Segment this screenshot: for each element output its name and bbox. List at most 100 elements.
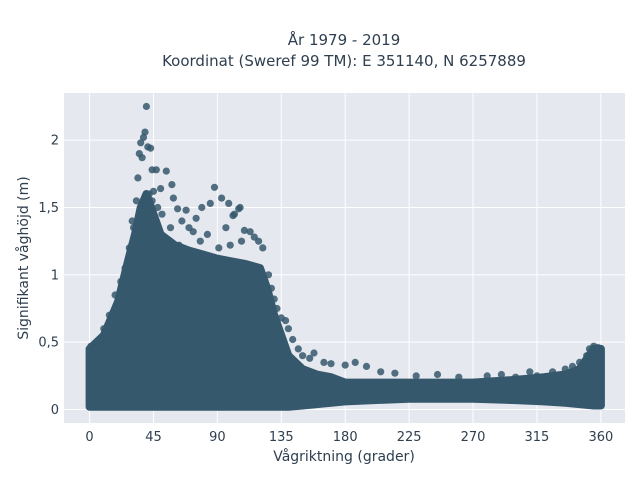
scatter-point	[189, 228, 197, 236]
scatter-point	[270, 295, 278, 303]
scatter-point	[273, 304, 281, 313]
scatter-point	[166, 224, 175, 232]
scatter-point	[218, 194, 226, 202]
y-tick-label: 0	[51, 403, 59, 418]
scatter-point	[94, 338, 102, 346]
scatter-point	[210, 183, 219, 191]
scatter-point	[142, 102, 150, 111]
scatter-point	[455, 373, 463, 381]
scatter-point	[284, 325, 292, 333]
scatter-point	[169, 194, 177, 202]
scatter-point	[225, 199, 233, 207]
scatter-point	[289, 335, 297, 344]
scatter-point	[576, 358, 584, 366]
scatter-point	[341, 361, 349, 369]
scatter-point	[132, 197, 140, 205]
y-tick-label: 2	[51, 134, 59, 149]
scatter-point	[162, 167, 170, 175]
scatter-points	[87, 102, 604, 381]
scatter-point	[145, 190, 153, 198]
x-tick-label: 90	[209, 430, 226, 445]
scatter-point	[158, 210, 166, 218]
scatter-point	[294, 345, 302, 353]
scatter-point	[226, 241, 234, 249]
scatter-point	[206, 199, 214, 207]
scatter-point	[583, 352, 591, 360]
scatter-point	[391, 369, 399, 377]
scatter-point	[130, 224, 138, 232]
scatter-point	[533, 372, 541, 380]
scatter-point	[192, 214, 200, 222]
y-tick-label: 1	[51, 268, 59, 283]
scatter-point	[182, 206, 190, 214]
scatter-point	[377, 368, 385, 376]
scatter-point	[134, 174, 142, 182]
x-tick-label: 135	[269, 430, 294, 445]
chart-title: År 1979 - 2019	[288, 30, 401, 49]
scatter-point	[483, 372, 491, 380]
scatter-point	[310, 349, 318, 357]
scatter-point	[90, 345, 98, 353]
scatter-point	[526, 368, 534, 376]
scatter-point	[139, 133, 148, 141]
scatter-point	[148, 197, 156, 205]
scatter-point	[178, 217, 186, 225]
x-tick-label: 45	[145, 430, 162, 445]
scatter-point	[198, 203, 206, 212]
y-tick-label: 1,5	[38, 201, 59, 216]
scatter-point	[593, 354, 601, 362]
scatter-point	[594, 344, 602, 352]
scatter-point	[282, 317, 290, 325]
y-axis-ticks: 0 0,5 1 1,5 2	[38, 134, 59, 418]
scatter-point	[100, 325, 108, 333]
scatter-point	[237, 237, 246, 245]
scatter-point	[433, 370, 442, 379]
scatter-point	[147, 144, 155, 152]
scatter-point	[121, 264, 129, 272]
scatter-point	[561, 365, 569, 373]
scatter-point	[152, 166, 160, 174]
x-axis-ticks: 0 45 90 135 180 225 270 315 360	[85, 430, 613, 445]
scatter-point	[215, 244, 223, 252]
scatter-point	[511, 373, 520, 381]
x-tick-label: 270	[461, 430, 486, 445]
y-tick-label: 0,5	[38, 336, 59, 351]
scatter-point	[196, 237, 204, 245]
x-tick-label: 180	[333, 430, 358, 445]
x-tick-label: 0	[85, 430, 93, 445]
x-tick-label: 360	[588, 430, 613, 445]
x-tick-label: 225	[397, 430, 422, 445]
y-axis-label: Signifikant våghöjd (m)	[15, 176, 32, 339]
scatter-point	[549, 368, 557, 376]
scatter-point	[595, 349, 604, 357]
dense-point-cloud	[85, 190, 605, 411]
scatter-point	[255, 237, 263, 245]
scatter-point	[267, 284, 275, 292]
scatter-point	[111, 291, 119, 299]
scatter-point	[125, 244, 133, 252]
scatter-point	[412, 372, 420, 380]
scatter-point	[568, 362, 577, 370]
chart-subtitle: Koordinat (Sweref 99 TM): E 351140, N 62…	[162, 52, 526, 70]
scatter-point	[154, 203, 162, 212]
scatter-point	[327, 360, 335, 368]
scatter-point	[137, 139, 145, 147]
scatter-point	[168, 181, 176, 189]
scatter-point	[222, 224, 230, 232]
scatter-point	[138, 154, 146, 162]
scatter-point	[259, 244, 267, 252]
scatter-point	[362, 362, 371, 370]
x-tick-label: 315	[525, 430, 550, 445]
scatter-point	[105, 311, 113, 319]
scatter-point	[246, 228, 254, 236]
x-axis-label: Vågriktning (grader)	[273, 448, 415, 465]
scatter-density-cloud	[85, 190, 605, 411]
scatter-point	[203, 230, 211, 238]
scatter-point	[351, 358, 359, 366]
scatter-point	[175, 241, 183, 249]
scatter-point	[236, 203, 244, 212]
scatter-point	[174, 205, 182, 213]
scatter-point	[497, 370, 505, 379]
